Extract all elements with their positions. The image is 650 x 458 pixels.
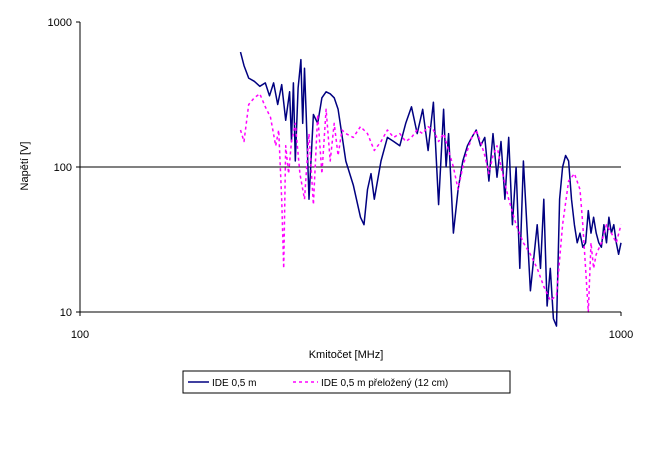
series-layer [239, 51, 622, 327]
tick-labels: 10 100 1000 100 1000 [48, 17, 634, 341]
y-tick-label: 1000 [48, 17, 72, 29]
x-tick-label: 100 [71, 329, 89, 341]
series-line-0 [239, 51, 622, 327]
series-line-1 [239, 93, 622, 313]
y-tick-label: 100 [54, 162, 72, 174]
legend: IDE 0,5 m IDE 0,5 m přeložený (12 cm) [182, 370, 511, 394]
x-tick-label: 1000 [609, 329, 633, 341]
axes [76, 21, 622, 316]
y-axis-label: Napětí [V] [19, 142, 31, 191]
legend-label-ide-folded: IDE 0,5 m přeložený (12 cm) [321, 378, 448, 389]
legend-label-ide: IDE 0,5 m [212, 378, 256, 389]
y-tick-label: 10 [60, 307, 72, 319]
legend-box [182, 370, 511, 394]
x-axis-label: Kmitočet [MHz] [309, 349, 384, 361]
